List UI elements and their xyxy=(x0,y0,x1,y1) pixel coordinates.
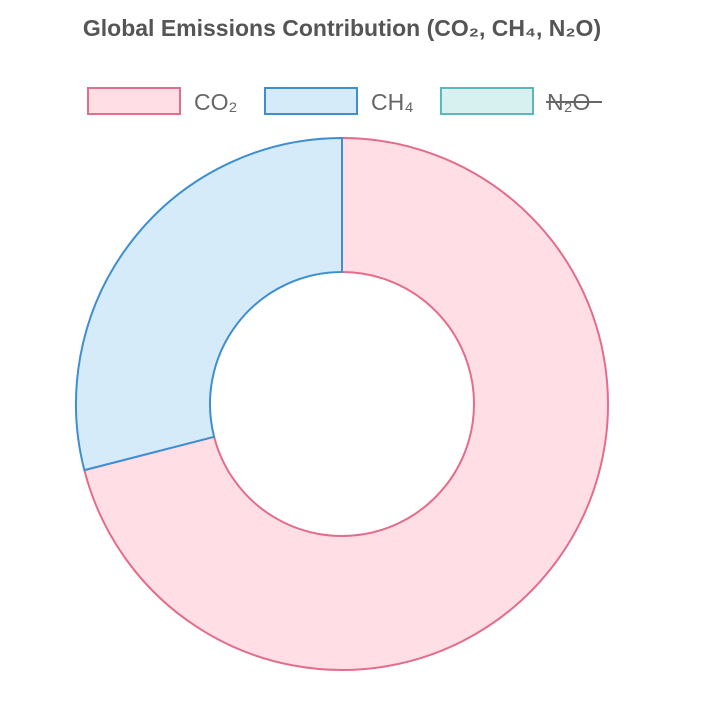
legend-item-2[interactable]: N₂O xyxy=(440,87,602,115)
legend-item-0[interactable]: CO₂ xyxy=(87,87,237,115)
doughnut-slices xyxy=(75,137,609,671)
slice-1[interactable] xyxy=(75,137,343,472)
legend-label-0: CO₂ xyxy=(194,89,237,115)
legend-swatch-1 xyxy=(264,87,358,115)
legend-label-1: CH₄ xyxy=(371,89,414,115)
legend: CO₂ CH₄ N₂O xyxy=(87,87,602,115)
legend-swatch-2 xyxy=(440,87,534,115)
legend-item-1[interactable]: CH₄ xyxy=(264,87,414,115)
slice-0[interactable] xyxy=(83,137,609,671)
legend-swatch-0 xyxy=(87,87,181,115)
chart-title: Global Emissions Contribution (CO₂, CH₄,… xyxy=(83,15,601,41)
